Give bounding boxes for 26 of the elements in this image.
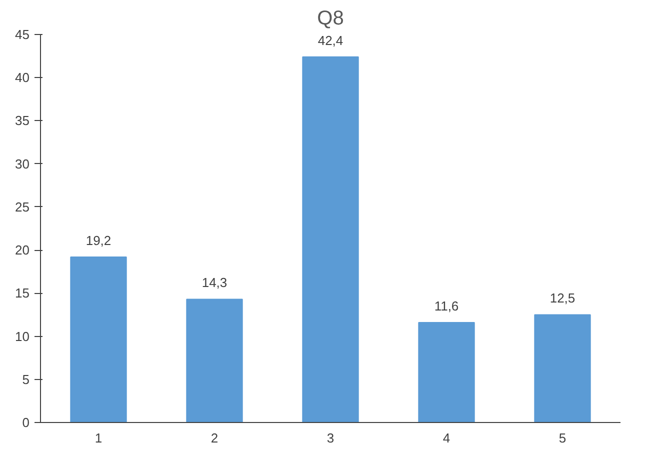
y-tick-label: 5: [22, 372, 30, 387]
x-tick-label: 1: [94, 430, 102, 446]
y-tick-label: 45: [15, 27, 30, 42]
bar: [534, 314, 591, 422]
x-tick-label: 3: [326, 430, 334, 446]
y-tick-label: 25: [15, 199, 30, 214]
bar: [70, 256, 127, 422]
data-label: 12,5: [550, 290, 576, 306]
x-tick-label: 5: [558, 430, 566, 446]
y-tick-label: 15: [15, 286, 30, 301]
y-tick-label: 30: [15, 156, 30, 172]
y-tick-label: 20: [15, 242, 30, 258]
bar: [186, 298, 243, 422]
bar: [302, 56, 359, 422]
data-label: 19,2: [86, 232, 112, 248]
bar: [418, 322, 475, 422]
y-tick-label: 40: [15, 70, 30, 86]
y-tick-label: 35: [15, 113, 30, 128]
y-tick-label: 0: [22, 415, 30, 430]
data-label: 11,6: [434, 298, 459, 314]
x-tick-label: 4: [442, 430, 450, 446]
y-tick-label: 10: [15, 328, 30, 344]
x-tick-label: 2: [210, 430, 218, 446]
chart-title: Q8: [317, 8, 344, 30]
data-label: 14,3: [202, 275, 228, 290]
data-label: 42,4: [318, 32, 344, 48]
